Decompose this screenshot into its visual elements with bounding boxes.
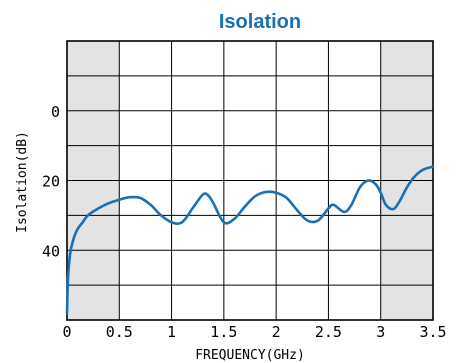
y-tick-label-0: 0 (51, 103, 60, 121)
y-tick-label-1: 20 (42, 173, 60, 191)
x-tick-label-0: 0 (62, 323, 71, 341)
y-axis-label: Isolation(dB) (15, 131, 30, 233)
y-tick-labels: 0 20 40 (42, 103, 60, 261)
x-tick-label-6: 3 (376, 323, 385, 341)
chart-title: Isolation (219, 11, 301, 33)
plot-frame (66, 40, 434, 321)
x-axis-label: FREQUENCY(GHz) (195, 348, 305, 363)
x-tick-label-5: 2.5 (315, 323, 342, 341)
x-tick-labels: 0 0.5 1 1.5 2 2.5 3 3.5 (62, 323, 446, 341)
series-layer (65, 165, 435, 315)
grid (66, 40, 434, 321)
y-tick-label-2: 40 (42, 242, 60, 260)
x-tick-label-4: 2 (272, 323, 281, 341)
x-tick-label-7: 3.5 (419, 323, 446, 341)
x-tick-label-3: 1.5 (210, 323, 237, 341)
x-tick-label-1: 0.5 (106, 323, 133, 341)
x-tick-label-2: 1 (167, 323, 176, 341)
isolation-series-line-0 (65, 165, 435, 315)
